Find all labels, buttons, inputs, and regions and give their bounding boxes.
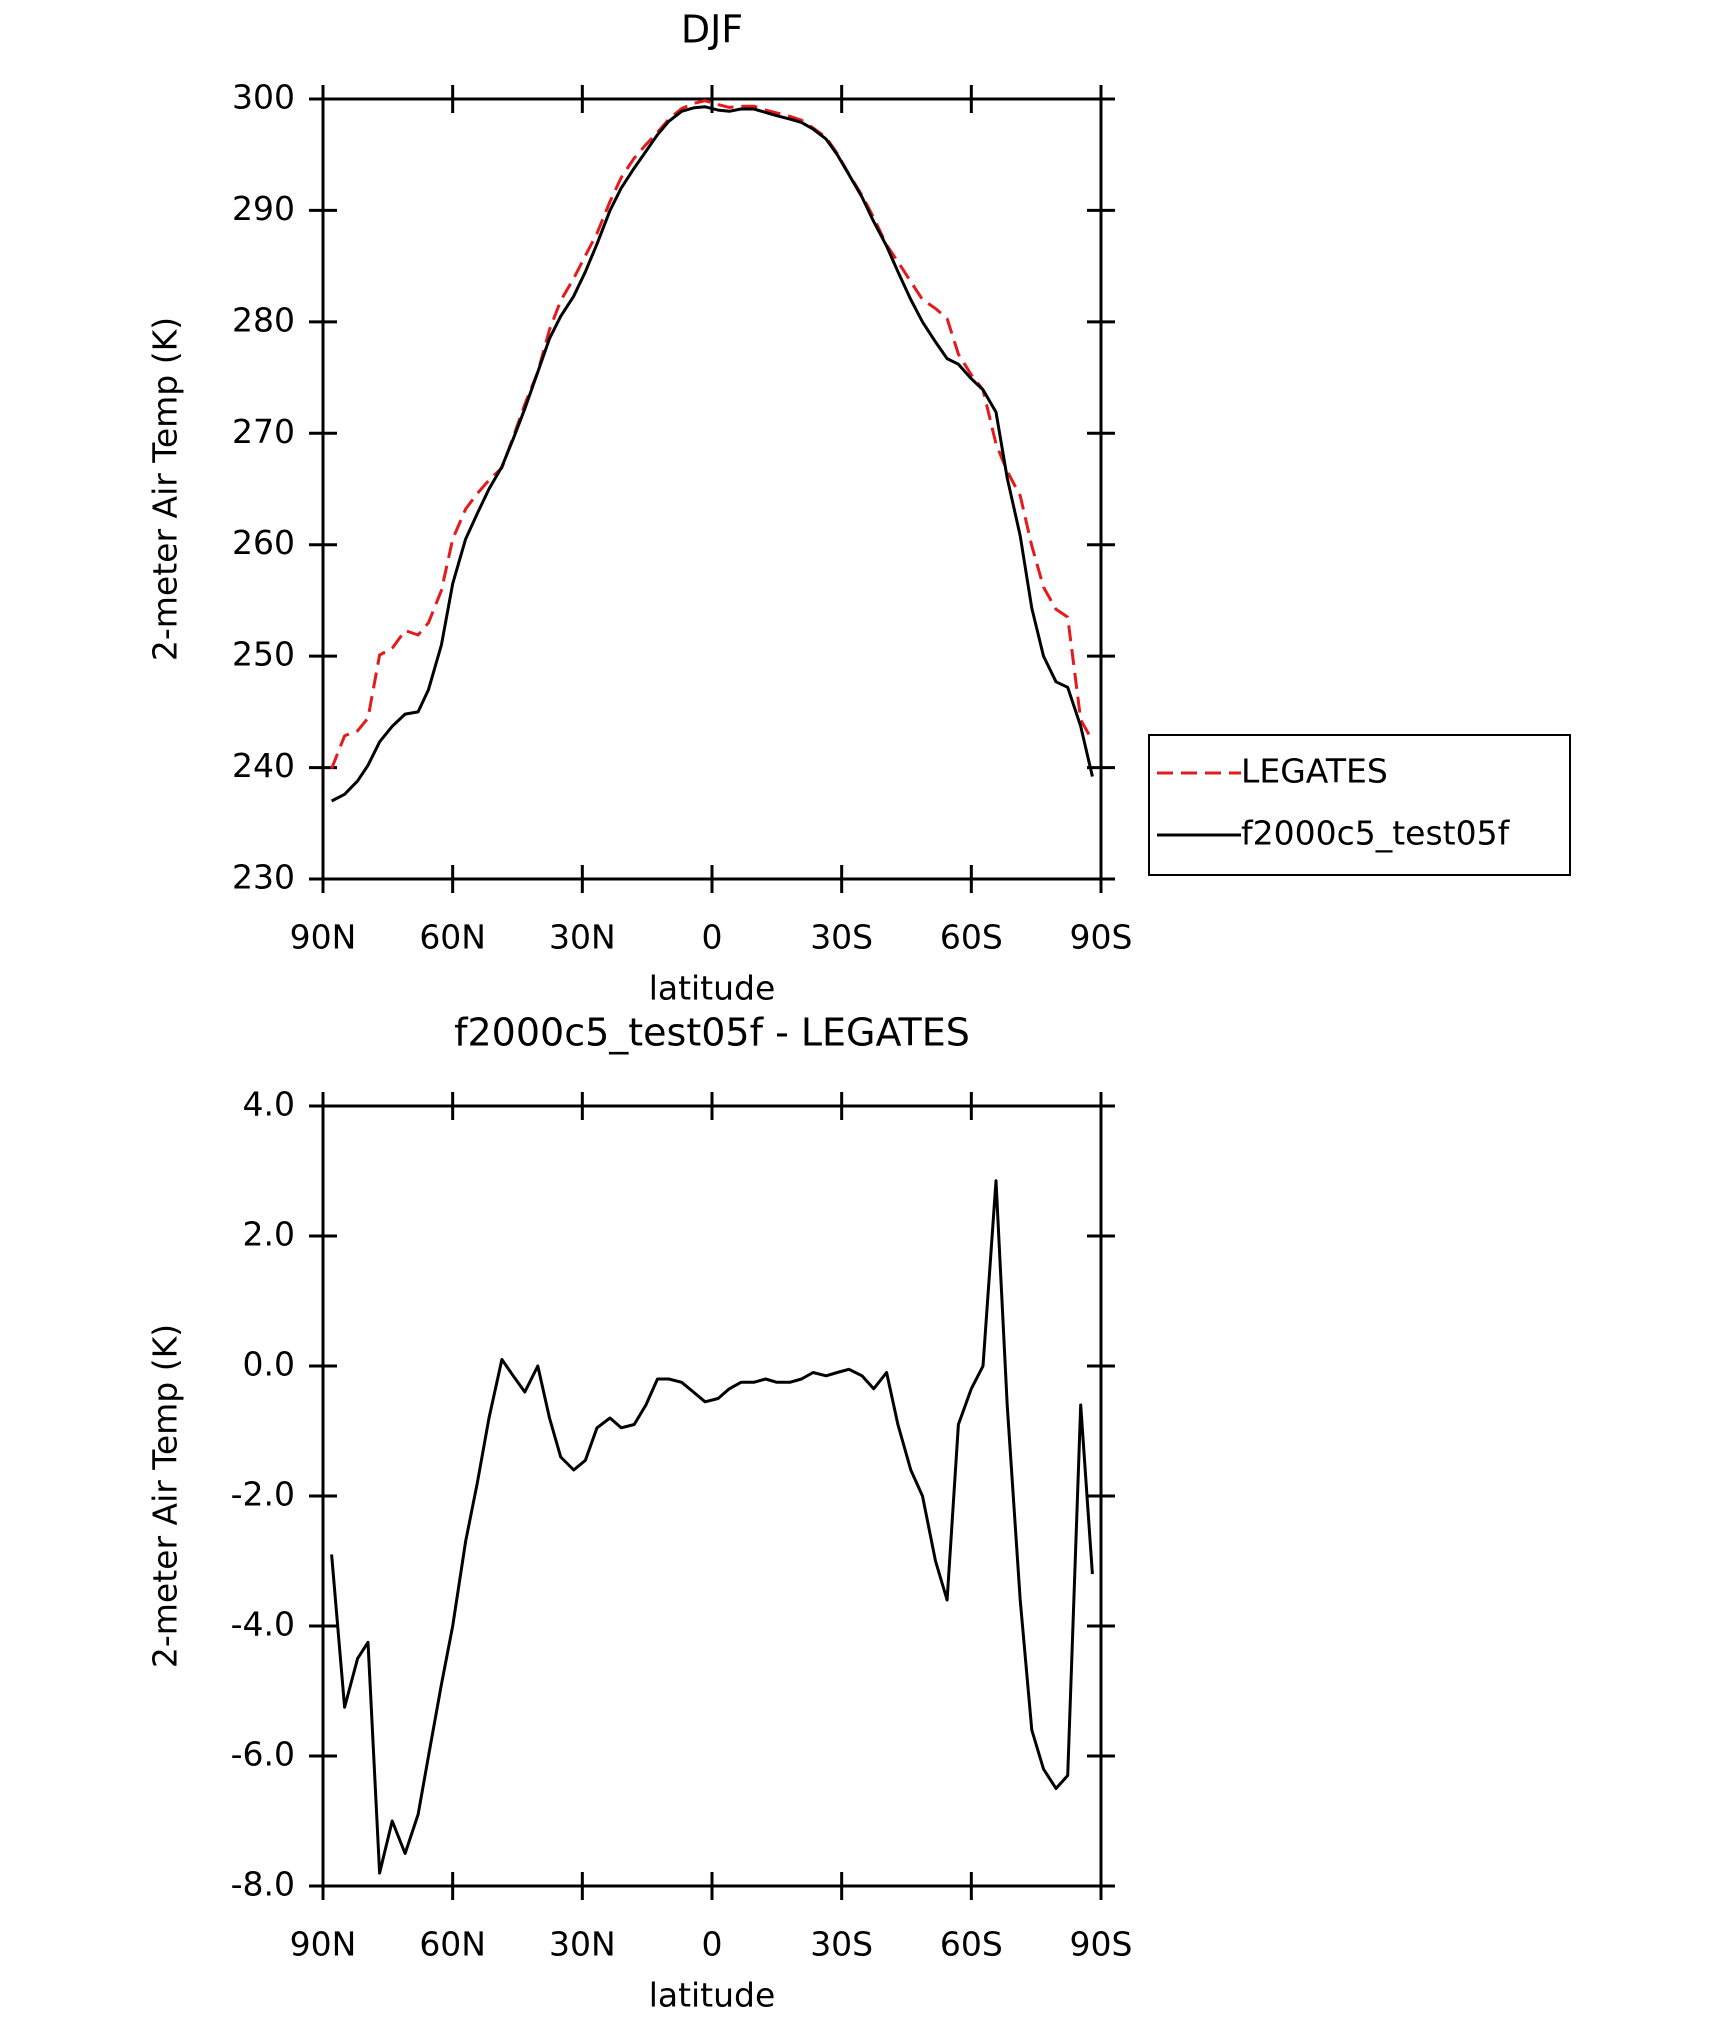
x-tick-label: 30S	[810, 918, 873, 957]
x-tick-label: 60S	[940, 1925, 1003, 1964]
y-tick-label: 260	[232, 523, 295, 562]
x-tick-label: 30N	[549, 918, 616, 957]
data-line	[330, 1179, 1094, 1875]
x-axis-label: latitude	[649, 969, 776, 1008]
data-line	[330, 99, 1094, 770]
x-tick-label: 90N	[290, 1925, 357, 1964]
x-tick-label: 0	[702, 1925, 723, 1964]
y-tick-label: -2.0	[231, 1475, 295, 1514]
y-axis-label: 2-meter Air Temp (K)	[146, 317, 185, 661]
y-tick-label: 270	[232, 412, 295, 451]
x-tick-label: 30N	[549, 1925, 616, 1964]
legend-label: LEGATES	[1241, 752, 1388, 791]
y-tick-label: -4.0	[231, 1605, 295, 1644]
y-tick-label: 290	[232, 189, 295, 228]
legend-box	[1148, 734, 1571, 876]
x-tick-label: 60N	[419, 918, 486, 957]
y-axis-label: 2-meter Air Temp (K)	[146, 1324, 185, 1668]
plot-frame	[321, 97, 1103, 881]
legend-label: f2000c5_test05f	[1241, 814, 1511, 853]
chart-title: DJF	[681, 8, 743, 52]
x-tick-label: 0	[702, 918, 723, 957]
y-tick-label: 0.0	[243, 1345, 295, 1384]
x-tick-label: 90S	[1070, 918, 1133, 957]
chart-title: f2000c5_test05f - LEGATES	[454, 1011, 970, 1055]
x-tick-label: 60S	[940, 918, 1003, 957]
x-axis-label: latitude	[649, 1976, 776, 2015]
y-tick-label: 4.0	[243, 1085, 295, 1124]
data-line	[330, 105, 1094, 803]
y-tick-label: 300	[232, 78, 295, 117]
x-tick-label: 30S	[810, 1925, 873, 1964]
x-tick-label: 60N	[419, 1925, 486, 1964]
x-tick-label: 90S	[1070, 1925, 1133, 1964]
y-tick-label: 2.0	[243, 1215, 295, 1254]
y-tick-label: 230	[232, 858, 295, 897]
y-tick-label: 240	[232, 746, 295, 785]
y-tick-label: -6.0	[231, 1735, 295, 1774]
y-tick-label: -8.0	[231, 1865, 295, 1904]
y-tick-label: 280	[232, 300, 295, 339]
plot-frame	[321, 1104, 1103, 1888]
y-tick-label: 250	[232, 635, 295, 674]
x-tick-label: 90N	[290, 918, 357, 957]
